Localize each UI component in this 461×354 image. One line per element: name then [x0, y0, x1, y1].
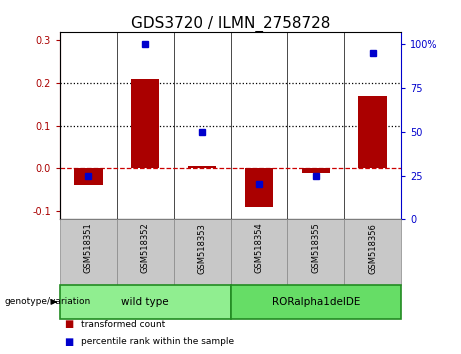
Text: GSM518354: GSM518354 — [254, 223, 263, 273]
Bar — [117, 219, 174, 285]
Bar — [245, 168, 273, 207]
Text: GSM518355: GSM518355 — [311, 223, 320, 273]
Bar — [230, 219, 287, 285]
Text: GSM518356: GSM518356 — [368, 223, 377, 274]
Title: GDS3720 / ILMN_2758728: GDS3720 / ILMN_2758728 — [131, 16, 330, 32]
Bar — [60, 285, 230, 319]
Bar — [74, 168, 102, 185]
Text: genotype/variation: genotype/variation — [5, 297, 91, 307]
Bar — [344, 219, 401, 285]
Bar — [230, 285, 401, 319]
Text: wild type: wild type — [121, 297, 169, 307]
Text: ■: ■ — [65, 337, 74, 347]
Bar — [174, 219, 230, 285]
Bar — [358, 96, 387, 168]
Bar — [188, 166, 216, 168]
Text: ■: ■ — [65, 319, 74, 329]
Bar — [287, 219, 344, 285]
Bar — [131, 79, 160, 168]
Bar — [60, 219, 117, 285]
Text: GSM518353: GSM518353 — [198, 223, 207, 274]
Bar — [301, 168, 330, 172]
Text: GSM518352: GSM518352 — [141, 223, 150, 273]
Text: transformed count: transformed count — [81, 320, 165, 329]
Text: percentile rank within the sample: percentile rank within the sample — [81, 337, 234, 346]
Text: GSM518351: GSM518351 — [84, 223, 93, 273]
Text: RORalpha1delDE: RORalpha1delDE — [272, 297, 360, 307]
